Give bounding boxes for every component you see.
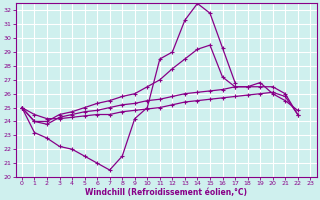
X-axis label: Windchill (Refroidissement éolien,°C): Windchill (Refroidissement éolien,°C): [85, 188, 247, 197]
